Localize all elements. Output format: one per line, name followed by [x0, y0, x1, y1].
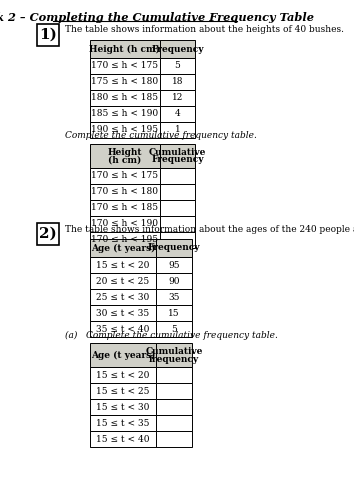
Bar	[90, 239, 156, 257]
Bar	[90, 184, 160, 200]
Bar	[160, 90, 195, 106]
Bar	[156, 383, 192, 399]
Bar	[90, 216, 160, 232]
Text: frequency: frequency	[149, 354, 199, 364]
Text: 35 ≤ t < 40: 35 ≤ t < 40	[96, 324, 150, 334]
Text: Task 2 – Completing the Cumulative Frequency Table: Task 2 – Completing the Cumulative Frequ…	[0, 12, 314, 23]
Text: 5: 5	[175, 62, 180, 70]
Text: 5: 5	[171, 324, 177, 334]
Text: (h cm): (h cm)	[108, 156, 141, 164]
Bar	[156, 239, 192, 257]
Bar	[160, 106, 195, 122]
Text: Age (t years): Age (t years)	[91, 350, 155, 360]
Text: 12: 12	[172, 94, 183, 102]
Text: The table shows information about the ages of the 240 people at a club.: The table shows information about the ag…	[65, 224, 354, 234]
Text: 30 ≤ t < 35: 30 ≤ t < 35	[96, 308, 150, 318]
Bar	[90, 383, 156, 399]
Bar	[90, 367, 156, 383]
Bar	[90, 200, 160, 216]
Bar	[160, 58, 195, 74]
Text: 175 ≤ h < 180: 175 ≤ h < 180	[91, 78, 158, 86]
Bar	[156, 431, 192, 447]
Text: 190 ≤ h < 195: 190 ≤ h < 195	[91, 126, 158, 134]
Bar	[90, 144, 160, 168]
Text: 170 ≤ h < 180: 170 ≤ h < 180	[91, 188, 158, 196]
Text: 185 ≤ h < 190: 185 ≤ h < 190	[91, 110, 158, 118]
Text: Height: Height	[107, 148, 142, 157]
Bar	[90, 106, 160, 122]
Bar	[156, 415, 192, 431]
Bar	[160, 144, 195, 168]
Text: The table shows information about the heights of 40 bushes.: The table shows information about the he…	[65, 24, 344, 34]
Bar	[90, 415, 156, 431]
Bar	[90, 343, 156, 367]
Bar	[90, 232, 160, 248]
Text: 15 ≤ t < 20: 15 ≤ t < 20	[96, 260, 150, 270]
Bar	[156, 343, 192, 367]
Text: 2): 2)	[39, 227, 57, 241]
Bar	[156, 367, 192, 383]
Bar	[156, 289, 192, 305]
Text: 170 ≤ h < 195: 170 ≤ h < 195	[91, 236, 158, 244]
Bar	[90, 321, 156, 337]
Bar	[90, 168, 160, 184]
Text: 15 ≤ t < 35: 15 ≤ t < 35	[96, 418, 150, 428]
Text: 15 ≤ t < 20: 15 ≤ t < 20	[96, 370, 150, 380]
Bar	[90, 257, 156, 273]
Bar	[90, 289, 156, 305]
Text: 1): 1)	[39, 28, 57, 42]
FancyBboxPatch shape	[38, 223, 59, 245]
Text: 20 ≤ t < 25: 20 ≤ t < 25	[96, 276, 150, 285]
Bar	[160, 122, 195, 138]
Bar	[160, 168, 195, 184]
Bar	[160, 232, 195, 248]
Bar	[90, 122, 160, 138]
Bar	[90, 58, 160, 74]
Text: Frequency: Frequency	[151, 156, 204, 164]
Text: 170 ≤ h < 185: 170 ≤ h < 185	[91, 204, 158, 212]
Text: (a)   Complete the cumulative frequency table.: (a) Complete the cumulative frequency ta…	[65, 330, 278, 340]
Text: 15 ≤ t < 25: 15 ≤ t < 25	[96, 386, 150, 396]
Text: 15: 15	[169, 308, 180, 318]
Bar	[156, 257, 192, 273]
Text: 180 ≤ h < 185: 180 ≤ h < 185	[91, 94, 158, 102]
Text: 170 ≤ h < 190: 170 ≤ h < 190	[91, 220, 158, 228]
Bar	[90, 399, 156, 415]
Text: Age (t years): Age (t years)	[91, 244, 155, 252]
Bar	[156, 399, 192, 415]
Text: 4: 4	[175, 110, 180, 118]
Text: 35: 35	[169, 292, 180, 302]
Text: 15 ≤ t < 30: 15 ≤ t < 30	[96, 402, 150, 411]
FancyBboxPatch shape	[38, 24, 59, 46]
Bar	[90, 431, 156, 447]
Bar	[90, 90, 160, 106]
Text: 25 ≤ t < 30: 25 ≤ t < 30	[96, 292, 150, 302]
Bar	[156, 305, 192, 321]
Text: Complete the cumulative frequency table.: Complete the cumulative frequency table.	[65, 130, 257, 140]
Bar	[90, 74, 160, 90]
Text: 15 ≤ t < 40: 15 ≤ t < 40	[96, 434, 150, 444]
Text: Frequency: Frequency	[148, 244, 200, 252]
Bar	[156, 273, 192, 289]
Bar	[160, 200, 195, 216]
Bar	[90, 305, 156, 321]
Text: 170 ≤ h < 175: 170 ≤ h < 175	[91, 172, 158, 180]
Bar	[156, 321, 192, 337]
Bar	[160, 184, 195, 200]
Text: 90: 90	[169, 276, 180, 285]
Text: Cumulative: Cumulative	[145, 347, 203, 356]
Text: 18: 18	[172, 78, 183, 86]
Text: Frequency: Frequency	[151, 44, 204, 54]
Bar	[160, 216, 195, 232]
Bar	[90, 273, 156, 289]
Text: 95: 95	[169, 260, 180, 270]
Text: Height (h cm): Height (h cm)	[89, 44, 160, 54]
Text: Cumulative: Cumulative	[149, 148, 206, 157]
Bar	[160, 40, 195, 58]
Text: 1: 1	[175, 126, 180, 134]
Text: 170 ≤ h < 175: 170 ≤ h < 175	[91, 62, 158, 70]
Bar	[90, 40, 160, 58]
Bar	[160, 74, 195, 90]
